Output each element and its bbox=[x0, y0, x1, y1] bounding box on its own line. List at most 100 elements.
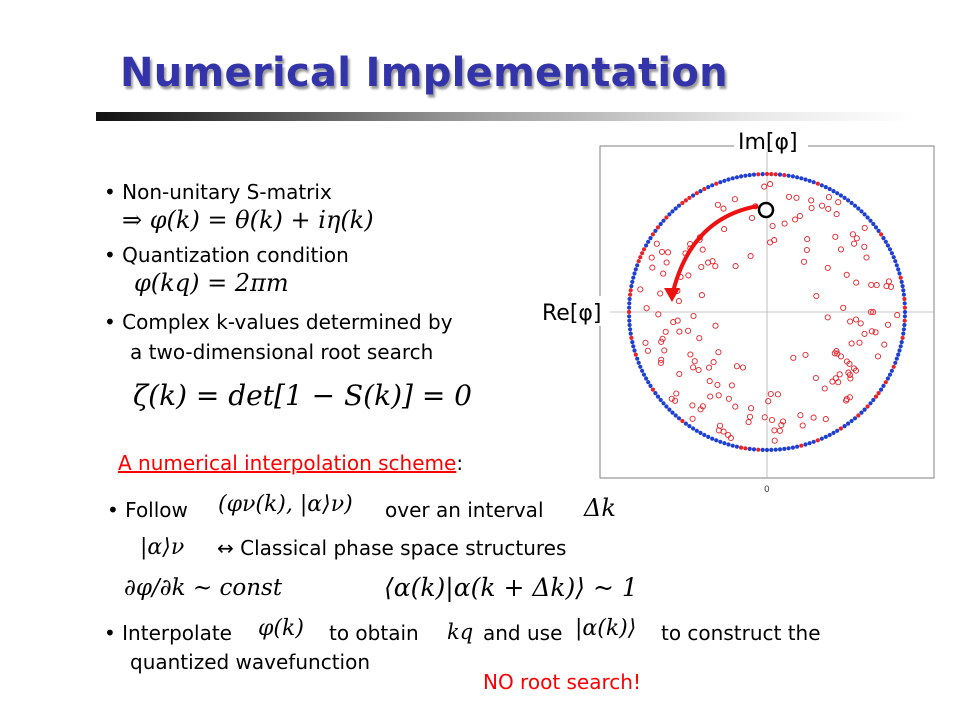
bullet-complex-k: • Complex k-values determined by bbox=[104, 310, 453, 334]
im-axis-label: Im[φ] bbox=[738, 130, 798, 155]
ring-point bbox=[635, 356, 640, 361]
inner-point bbox=[833, 211, 840, 218]
ring-point bbox=[680, 200, 685, 206]
title-underline-gradient bbox=[96, 112, 916, 121]
ring-point bbox=[718, 439, 723, 444]
ring-point bbox=[747, 446, 752, 451]
ring-point bbox=[819, 183, 824, 188]
ring-point bbox=[698, 430, 703, 435]
inner-point bbox=[861, 224, 868, 231]
scheme-colon: : bbox=[456, 451, 464, 475]
to-obtain-text: to obtain bbox=[329, 621, 419, 645]
ring-point bbox=[790, 174, 795, 179]
ring-point bbox=[655, 394, 661, 399]
ring-point bbox=[885, 376, 890, 381]
ring-point bbox=[714, 438, 719, 443]
formula-quantization: φ(kq) = 2πm bbox=[134, 269, 289, 297]
inner-point bbox=[705, 259, 712, 266]
slide-title: Numerical Implementation bbox=[120, 50, 728, 96]
inner-point bbox=[637, 286, 644, 293]
ring-point bbox=[773, 447, 778, 452]
ring-point bbox=[653, 228, 658, 233]
ring-point bbox=[889, 368, 894, 373]
ring-point bbox=[655, 225, 661, 230]
inner-point bbox=[851, 240, 858, 247]
ring-point bbox=[664, 215, 669, 220]
inner-point bbox=[673, 390, 680, 397]
ring-point bbox=[899, 279, 904, 284]
ring-point bbox=[902, 296, 907, 302]
scheme-heading: A numerical interpolation scheme: bbox=[118, 451, 463, 475]
inner-point bbox=[843, 395, 850, 403]
ring-point bbox=[900, 284, 905, 289]
inner-point bbox=[861, 330, 868, 337]
ring-point bbox=[902, 301, 907, 306]
ring-point bbox=[803, 177, 808, 182]
ring-point bbox=[894, 356, 899, 361]
ring-point bbox=[898, 344, 903, 349]
bullet-complex-k-line2: a two-dimensional root search bbox=[130, 340, 434, 364]
ring-point bbox=[644, 243, 649, 248]
inner-point bbox=[657, 290, 664, 297]
ring-point bbox=[883, 239, 888, 244]
inner-point bbox=[778, 421, 785, 429]
ring-point bbox=[902, 314, 907, 319]
ring-point bbox=[650, 387, 655, 392]
inner-point bbox=[846, 371, 853, 378]
ring-point bbox=[739, 445, 744, 450]
inner-point bbox=[867, 308, 874, 316]
ring-point bbox=[862, 407, 867, 412]
inner-point bbox=[846, 360, 853, 367]
inner-point bbox=[793, 194, 800, 201]
inner-point bbox=[852, 367, 860, 374]
inner-point bbox=[847, 318, 854, 325]
inner-point bbox=[832, 233, 839, 240]
ring-point bbox=[885, 243, 890, 248]
inner-point bbox=[685, 327, 692, 334]
ring-point bbox=[891, 364, 896, 369]
bullet-text: Quantization condition bbox=[122, 243, 349, 267]
inner-point bbox=[853, 279, 860, 286]
inner-point bbox=[710, 359, 717, 366]
ring-point bbox=[722, 178, 727, 183]
inner-point bbox=[728, 382, 735, 389]
inner-point bbox=[767, 181, 774, 188]
inner-point bbox=[644, 347, 651, 354]
ring-point bbox=[631, 275, 636, 280]
inner-point bbox=[761, 414, 768, 421]
ring-point bbox=[633, 267, 638, 272]
ring-point bbox=[897, 271, 902, 276]
inner-point bbox=[676, 370, 683, 378]
ring-point bbox=[856, 413, 861, 418]
ring-point bbox=[667, 212, 672, 217]
inner-point bbox=[868, 281, 875, 288]
ring-point bbox=[897, 348, 902, 353]
inner-point bbox=[731, 196, 738, 203]
inner-point bbox=[687, 351, 694, 358]
ring-point bbox=[687, 195, 692, 200]
eigenphase-scatter-plot: Im[φ] Re[φ] 0 bbox=[540, 126, 935, 495]
inner-point bbox=[872, 329, 879, 336]
inner-point bbox=[721, 226, 728, 233]
ring-point bbox=[706, 185, 711, 190]
inner-point bbox=[676, 328, 683, 335]
inner-point bbox=[840, 304, 847, 311]
inner-point bbox=[727, 434, 734, 442]
classical-structures-text: ↔ Classical phase space structures bbox=[217, 536, 567, 560]
inner-point bbox=[774, 391, 781, 398]
ring-point bbox=[760, 447, 765, 452]
inner-point bbox=[819, 202, 826, 209]
ring-point bbox=[635, 263, 640, 268]
formula-overlap-approx-one: ⟨α(k)|α(k + Δk)⟩ ~ 1 bbox=[384, 573, 638, 602]
inner-point bbox=[771, 437, 778, 444]
ring-point bbox=[627, 305, 632, 310]
ring-point bbox=[876, 228, 881, 233]
ring-point bbox=[827, 432, 832, 438]
ring-point bbox=[676, 416, 682, 421]
inner-point bbox=[715, 427, 722, 434]
inner-point bbox=[868, 328, 875, 335]
inner-point bbox=[712, 263, 719, 270]
inner-point bbox=[804, 236, 811, 243]
formula-phi-decomposition: ⇒ φ(k) = θ(k) + iη(k) bbox=[122, 206, 374, 234]
ring-point bbox=[646, 239, 651, 244]
